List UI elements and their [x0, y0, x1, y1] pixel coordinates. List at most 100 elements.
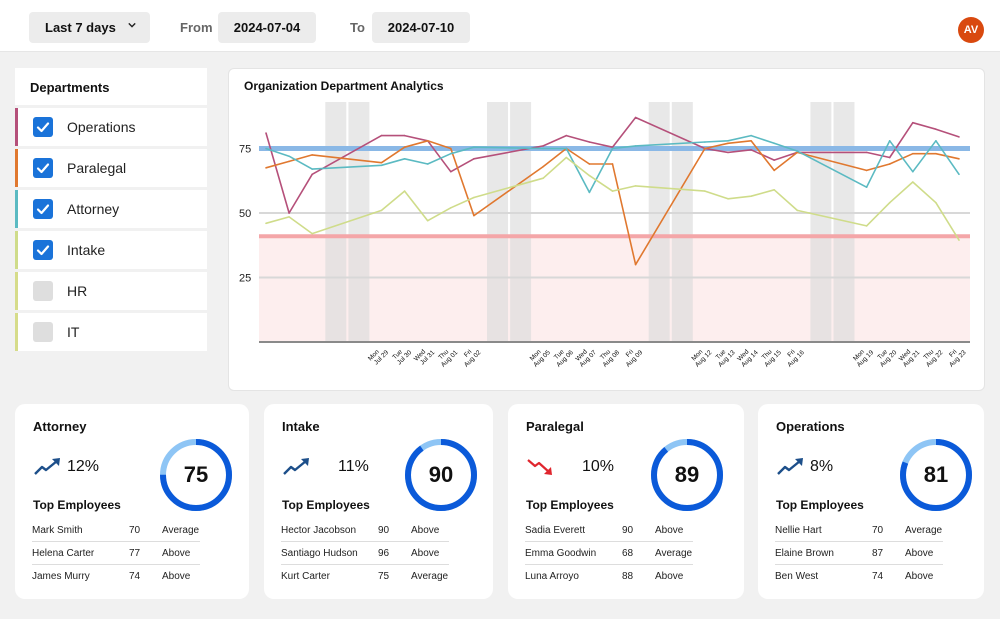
employee-status: Above	[411, 547, 440, 559]
department-checkbox[interactable]	[33, 117, 53, 137]
data-point-paralegal	[865, 169, 868, 172]
employee-row: Hector Jacobson 90 Above	[281, 519, 449, 542]
data-point-paralegal	[265, 167, 267, 169]
data-point-operations	[888, 156, 891, 159]
department-checkbox[interactable]	[33, 240, 53, 260]
data-point-intake	[634, 185, 637, 187]
user-avatar[interactable]: AV	[958, 17, 984, 43]
data-point-intake	[865, 225, 868, 227]
card-title: Operations	[776, 419, 845, 434]
data-point-attorney	[588, 191, 591, 194]
employee-score: 96	[378, 547, 390, 559]
data-point-intake	[265, 222, 267, 225]
data-point-attorney	[611, 147, 614, 150]
x-tick-label: TueAug 06	[550, 344, 575, 369]
data-point-intake	[912, 181, 914, 183]
data-point-operations	[565, 134, 568, 137]
trend-indicator: 12%	[33, 457, 99, 477]
data-point-intake	[588, 174, 591, 177]
top-employees-heading: Top Employees	[33, 498, 121, 512]
trend-value: 8%	[810, 458, 834, 475]
data-point-paralegal	[611, 163, 614, 165]
department-checkbox[interactable]	[33, 322, 53, 342]
date-range-label: Last 7 days	[45, 20, 116, 35]
data-point-attorney	[727, 139, 729, 142]
department-item-hr[interactable]: HR	[15, 272, 207, 310]
department-label: Operations	[67, 119, 136, 135]
department-label: Intake	[67, 242, 106, 258]
x-tick-label: FriAug 02	[458, 344, 483, 369]
data-point-intake	[288, 216, 290, 218]
data-point-intake	[473, 196, 475, 199]
department-checkbox[interactable]	[33, 199, 53, 219]
department-checkbox[interactable]	[33, 281, 53, 301]
data-point-paralegal	[311, 154, 313, 156]
employee-score: 74	[872, 571, 884, 582]
chevron-down-icon	[128, 22, 136, 28]
departments-panel: Departments Operations Paralegal Attorney I…	[15, 68, 207, 354]
x-tick-label: ThuAug 22	[920, 344, 945, 369]
data-point-intake	[565, 156, 568, 159]
data-point-attorney	[750, 134, 752, 137]
department-card-attorney: Attorney 12% 75 Top Employees Mark Smith 70 Av…	[15, 404, 249, 599]
department-item-attorney[interactable]: Attorney	[15, 190, 207, 228]
employee-name: Nellie Hart	[775, 524, 822, 536]
employee-name: Helena Carter	[32, 547, 95, 559]
data-point-attorney	[311, 168, 313, 170]
employee-score: 74	[129, 571, 141, 582]
checkmark-icon	[36, 122, 50, 133]
data-point-attorney	[288, 155, 290, 158]
data-point-intake	[727, 198, 729, 200]
donut-fill	[160, 439, 232, 511]
data-point-intake	[542, 177, 544, 179]
x-tick-label: FriAug 16	[781, 344, 806, 369]
data-point-operations	[935, 128, 937, 130]
employee-row: Santiago Hudson 96 Above	[281, 542, 449, 565]
data-point-attorney	[403, 158, 406, 160]
data-point-paralegal	[958, 158, 960, 160]
department-checkbox[interactable]	[33, 158, 53, 178]
data-point-paralegal	[542, 165, 544, 168]
data-point-attorney	[704, 141, 706, 143]
score-value: 89	[674, 462, 700, 487]
department-card-intake: Intake 11% 90 Top Employees Hector Jacobson 9…	[264, 404, 493, 599]
employee-name: Mark Smith	[32, 524, 83, 536]
top-employees-heading: Top Employees	[776, 498, 864, 512]
department-item-paralegal[interactable]: Paralegal	[15, 149, 207, 187]
department-item-it[interactable]: IT	[15, 313, 207, 351]
y-tick-label: 25	[239, 273, 251, 285]
to-date-input[interactable]: 2024-07-10	[372, 12, 470, 43]
data-point-operations	[542, 145, 544, 147]
data-point-operations	[311, 173, 313, 176]
data-point-operations	[865, 151, 868, 154]
employees-table: Nellie Hart 70 Average Elaine Brown 87 Above B…	[775, 519, 943, 588]
data-point-operations	[380, 134, 383, 137]
x-tick-label: WedAug 21	[897, 344, 922, 369]
checkmark-icon	[36, 163, 50, 174]
from-date-input[interactable]: 2024-07-04	[218, 12, 316, 43]
data-point-intake	[380, 209, 383, 212]
x-tick-label: WedJul 31	[413, 344, 437, 368]
weekend-band	[325, 102, 347, 342]
employee-score: 75	[378, 571, 390, 582]
checkmark-icon	[36, 204, 50, 215]
weekend-band	[648, 102, 670, 342]
trend-value: 11%	[338, 458, 369, 475]
employee-row: Ben West 74 Above	[775, 565, 943, 588]
department-item-intake[interactable]: Intake	[15, 231, 207, 269]
to-label: To	[350, 20, 365, 35]
date-range-dropdown[interactable]: Last 7 days	[29, 12, 150, 43]
employee-row: James Murry 74 Above	[32, 565, 200, 588]
trend-up-icon	[777, 458, 803, 475]
employee-row: Helena Carter 77 Above	[32, 542, 200, 565]
checkmark-icon	[36, 245, 50, 256]
department-item-operations[interactable]: Operations	[15, 108, 207, 146]
employee-status: Above	[905, 547, 934, 559]
departments-header: Departments	[15, 68, 207, 105]
employee-row: Sadia Everett 90 Above	[525, 519, 693, 542]
data-point-attorney	[450, 152, 452, 155]
data-point-paralegal	[912, 152, 914, 155]
score-value: 81	[923, 462, 949, 487]
x-tick-label: MonAug 12	[689, 344, 714, 369]
